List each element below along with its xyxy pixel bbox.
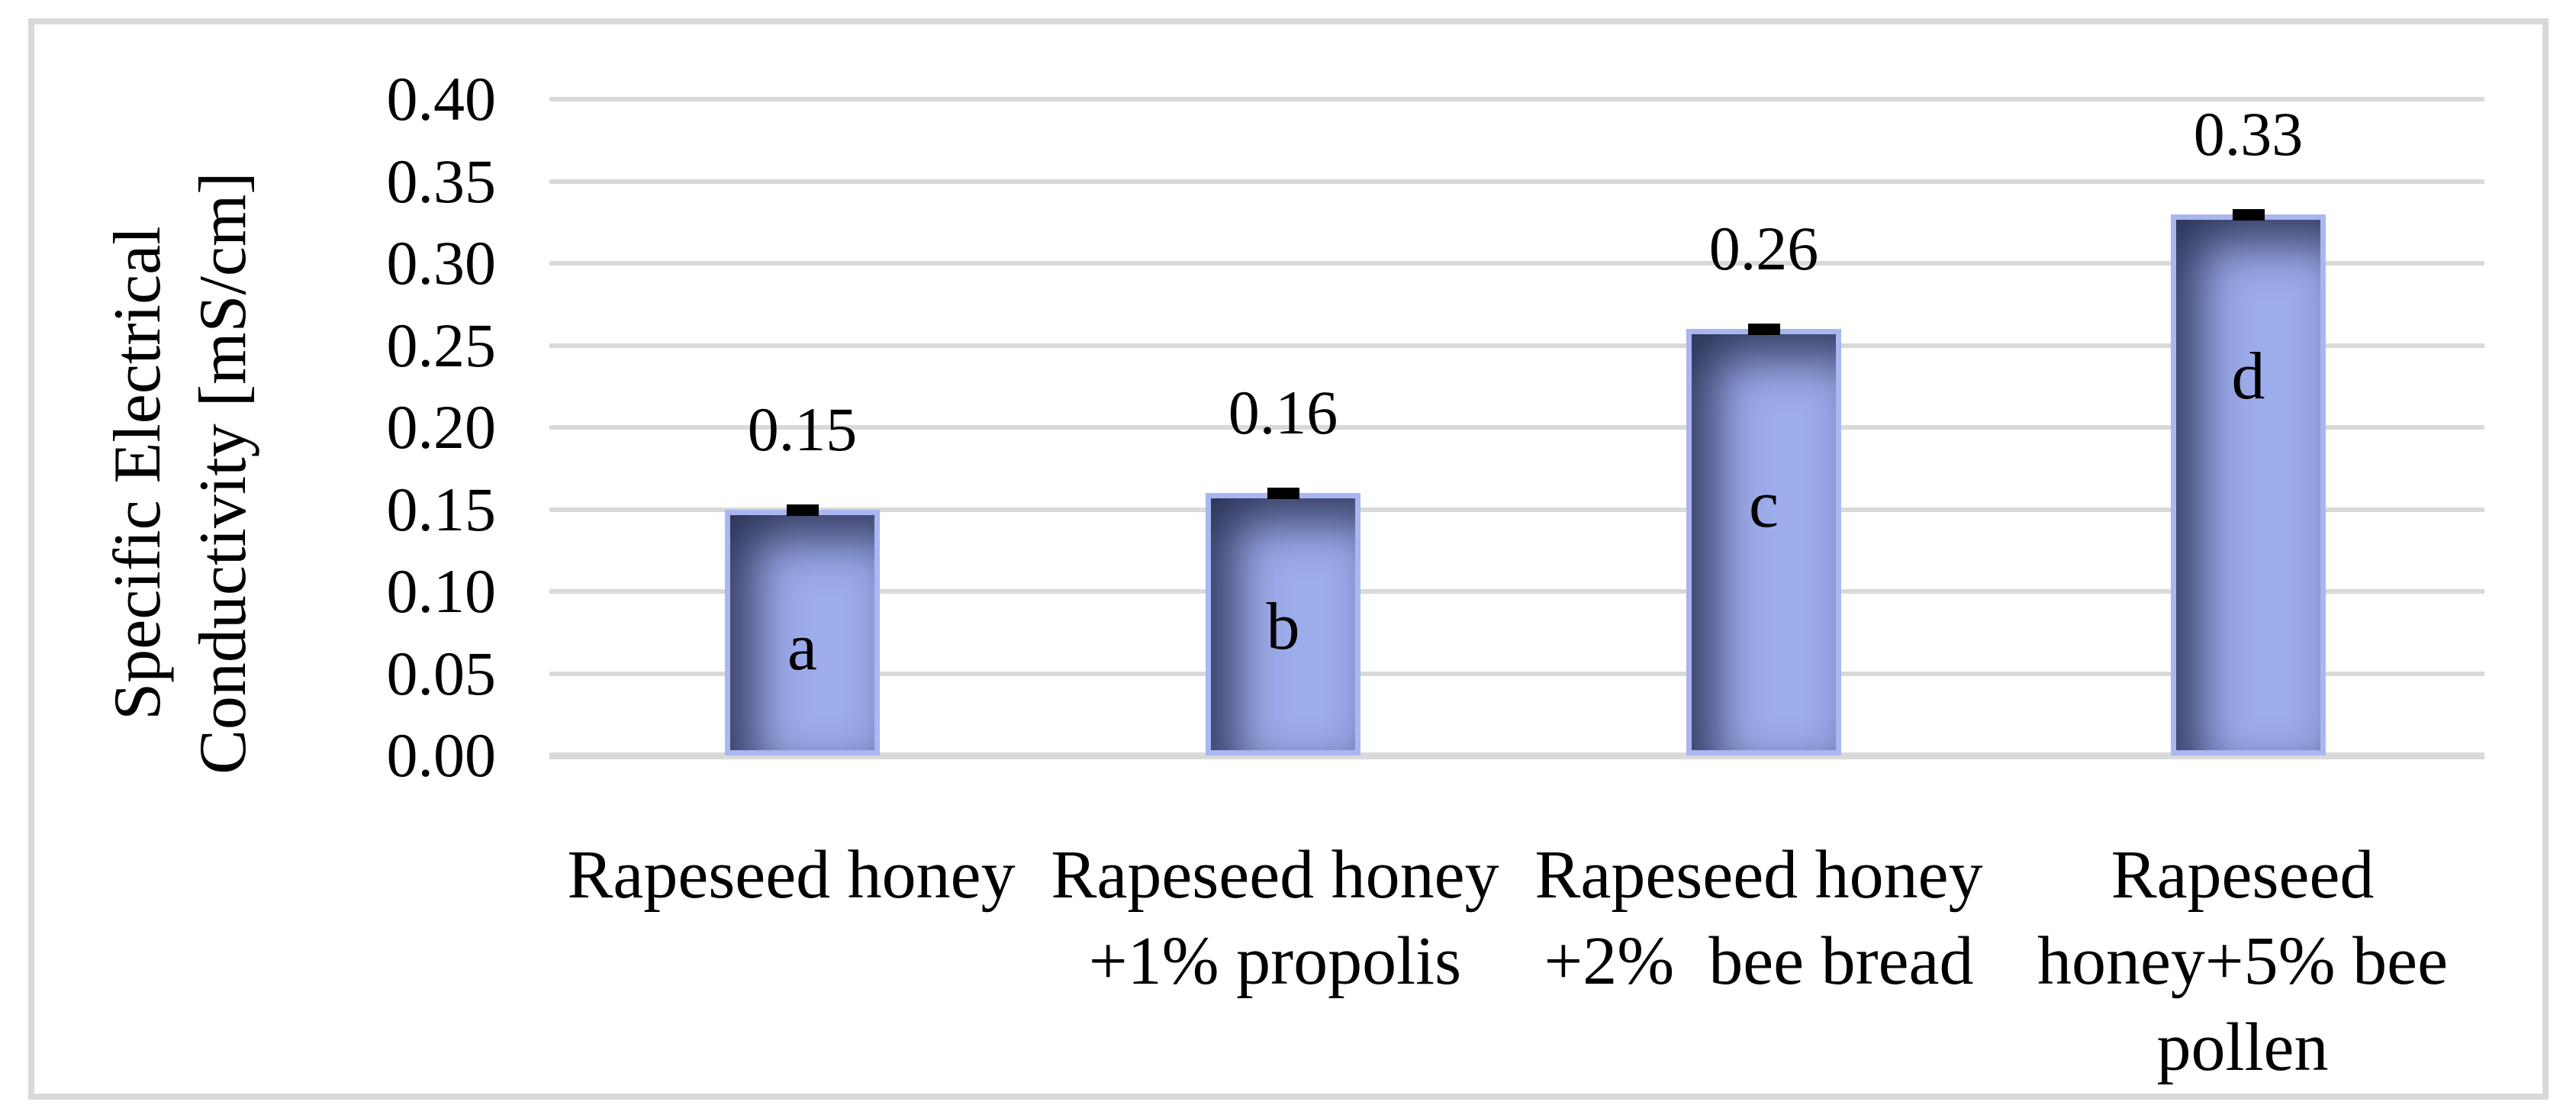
y-tick-label: 0.00 [386,720,497,790]
x-category-line: Rapeseed honey [1534,837,1983,913]
gridline [549,671,2484,676]
x-category-line: +2% bee bread [1544,923,1974,999]
y-tick-label: 0.30 [386,228,497,298]
error-bar-cap [1747,324,1780,335]
y-tick-label: 0.25 [386,310,497,380]
x-category-line: Rapeseed honey [1051,837,1499,913]
bar-value-label: 0.26 [1708,214,1819,283]
error-bar-cap [1267,488,1299,499]
gridline [549,97,2484,101]
x-category-line: pollen [2156,1010,2329,1085]
x-category-label: Rapeseed honey+5% bee pollen [2001,832,2484,1091]
bar-value-label: 0.16 [1228,378,1338,447]
gridline [549,343,2484,348]
bar-letter: a [787,610,818,685]
bar: b [1206,493,1360,756]
bar-letter: c [1748,468,1779,542]
y-axis-title: Specific Electrical Conductivity [mS/cm] [95,145,271,801]
x-category-line: Rapeseed [2111,837,2375,913]
x-category-line: +1% propolis [1088,923,1462,999]
error-bar-cap [786,504,819,516]
bar-letter: d [2231,339,2265,414]
x-category-label: Rapeseed honey [549,832,1033,918]
y-tick-label: 0.15 [386,474,497,544]
error-bar-cap [2232,208,2265,221]
gridline [549,425,2484,430]
y-tick-label: 0.35 [386,146,497,216]
bar-value-label: 0.33 [2193,98,2304,169]
y-tick-label: 0.10 [386,556,497,626]
x-category-label: Rapeseed honey +2% bee bread [1517,832,2001,1004]
bar: a [725,509,880,756]
bar-letter: b [1266,590,1300,664]
y-tick-label: 0.40 [386,64,497,134]
x-category-label: Rapeseed honey +1% propolis [1033,832,1517,1004]
y-tick-label: 0.05 [386,638,497,708]
gridline [549,589,2484,594]
x-axis-line [549,752,2484,759]
gridline [549,261,2484,266]
bar: d [2171,214,2326,756]
gridline [549,179,2484,184]
gridline [549,507,2484,512]
x-category-line: Rapeseed honey [567,837,1016,913]
y-axis-title-line1: Specific Electrical [101,226,175,720]
bar-value-label: 0.15 [747,394,858,464]
y-tick-label: 0.20 [386,392,497,462]
bar: c [1686,329,1841,756]
y-axis-title-line2: Conductivity [mS/cm] [186,172,260,775]
x-category-line: honey+5% bee [2037,923,2449,999]
